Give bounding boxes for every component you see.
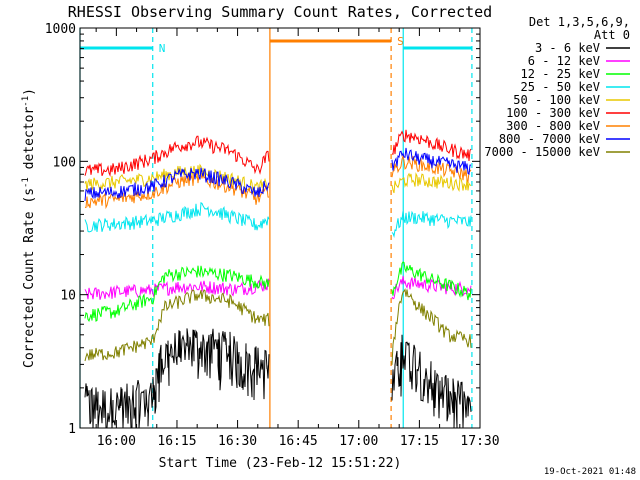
x-tick-label: 16:30 [218, 434, 257, 449]
series-line [391, 288, 472, 365]
y-tick-label: 100 [53, 155, 76, 170]
y-tick-label: 1 [68, 422, 76, 437]
legend-entry-label: 800 - 7000 keV [499, 132, 600, 146]
series-line [391, 275, 472, 300]
series-line [84, 278, 270, 300]
series-line [391, 172, 472, 194]
y-label-text-1: Corrected Count Rate (s [22, 188, 37, 368]
series-line [84, 135, 270, 177]
x-tick-label: 16:45 [279, 434, 318, 449]
series-line [84, 163, 270, 195]
marker-label: N [159, 42, 166, 55]
svg-text:Corrected Count Rate (s-1 dete: Corrected Count Rate (s-1 detector-1) [21, 88, 37, 368]
legend-entry-label: 3 - 6 keV [535, 41, 600, 55]
legend-entry-label: 25 - 50 keV [521, 80, 600, 94]
x-tick-label: 17:15 [400, 434, 439, 449]
series-line [84, 201, 270, 233]
footer-timestamp: 19-Oct-2021 01:48 [544, 467, 636, 477]
legend-entry-label: 100 - 300 keV [506, 106, 600, 120]
plot-area: NS [79, 28, 473, 429]
series-line [391, 261, 472, 301]
series-line [84, 172, 270, 210]
x-tick-label: 16:15 [157, 434, 196, 449]
y-label-text-3: ) [22, 88, 37, 96]
marker-label: S [397, 35, 404, 48]
series-line [391, 334, 472, 429]
series-line [391, 210, 472, 239]
series-line [84, 328, 270, 429]
x-axis-label: Start Time (23-Feb-12 15:51:22) [159, 456, 402, 471]
y-label-sup-1: -1 [21, 177, 31, 188]
y-label-sup-2: -1 [21, 96, 31, 107]
legend-entry-label: 6 - 12 keV [528, 54, 600, 68]
legend-entry-label: 7000 - 15000 keV [484, 145, 600, 159]
series-line [391, 129, 472, 161]
x-tick-label: 17:30 [460, 434, 499, 449]
series-line [84, 265, 270, 323]
y-tick-label: 1000 [45, 22, 76, 37]
legend-entry-label: 50 - 100 keV [513, 93, 600, 107]
legend-title-line-2: Att 0 [594, 28, 630, 42]
series-line [84, 167, 270, 202]
x-tick-label: 17:00 [339, 434, 378, 449]
y-tick-label: 10 [60, 289, 76, 304]
x-tick-label: 16:00 [97, 434, 136, 449]
legend-title-line-1: Det 1,3,5,6,9, [529, 15, 630, 29]
legend-entry-label: 12 - 25 keV [521, 67, 600, 81]
axes: 16:00 16:15 16:30 16:45 17:00 17:15 17:30 1 10 10… [45, 22, 500, 449]
y-axis-label: Corrected Count Rate (s-1 detector-1) [21, 88, 37, 368]
series-line [391, 147, 472, 175]
series-line [84, 289, 270, 362]
legend-entry-label: 300 - 800 keV [506, 119, 600, 133]
plot-frame [79, 27, 481, 429]
y-label-text-2: detector [22, 107, 37, 178]
chart-title: RHESSI Observing Summary Count Rates, Co… [68, 3, 492, 21]
